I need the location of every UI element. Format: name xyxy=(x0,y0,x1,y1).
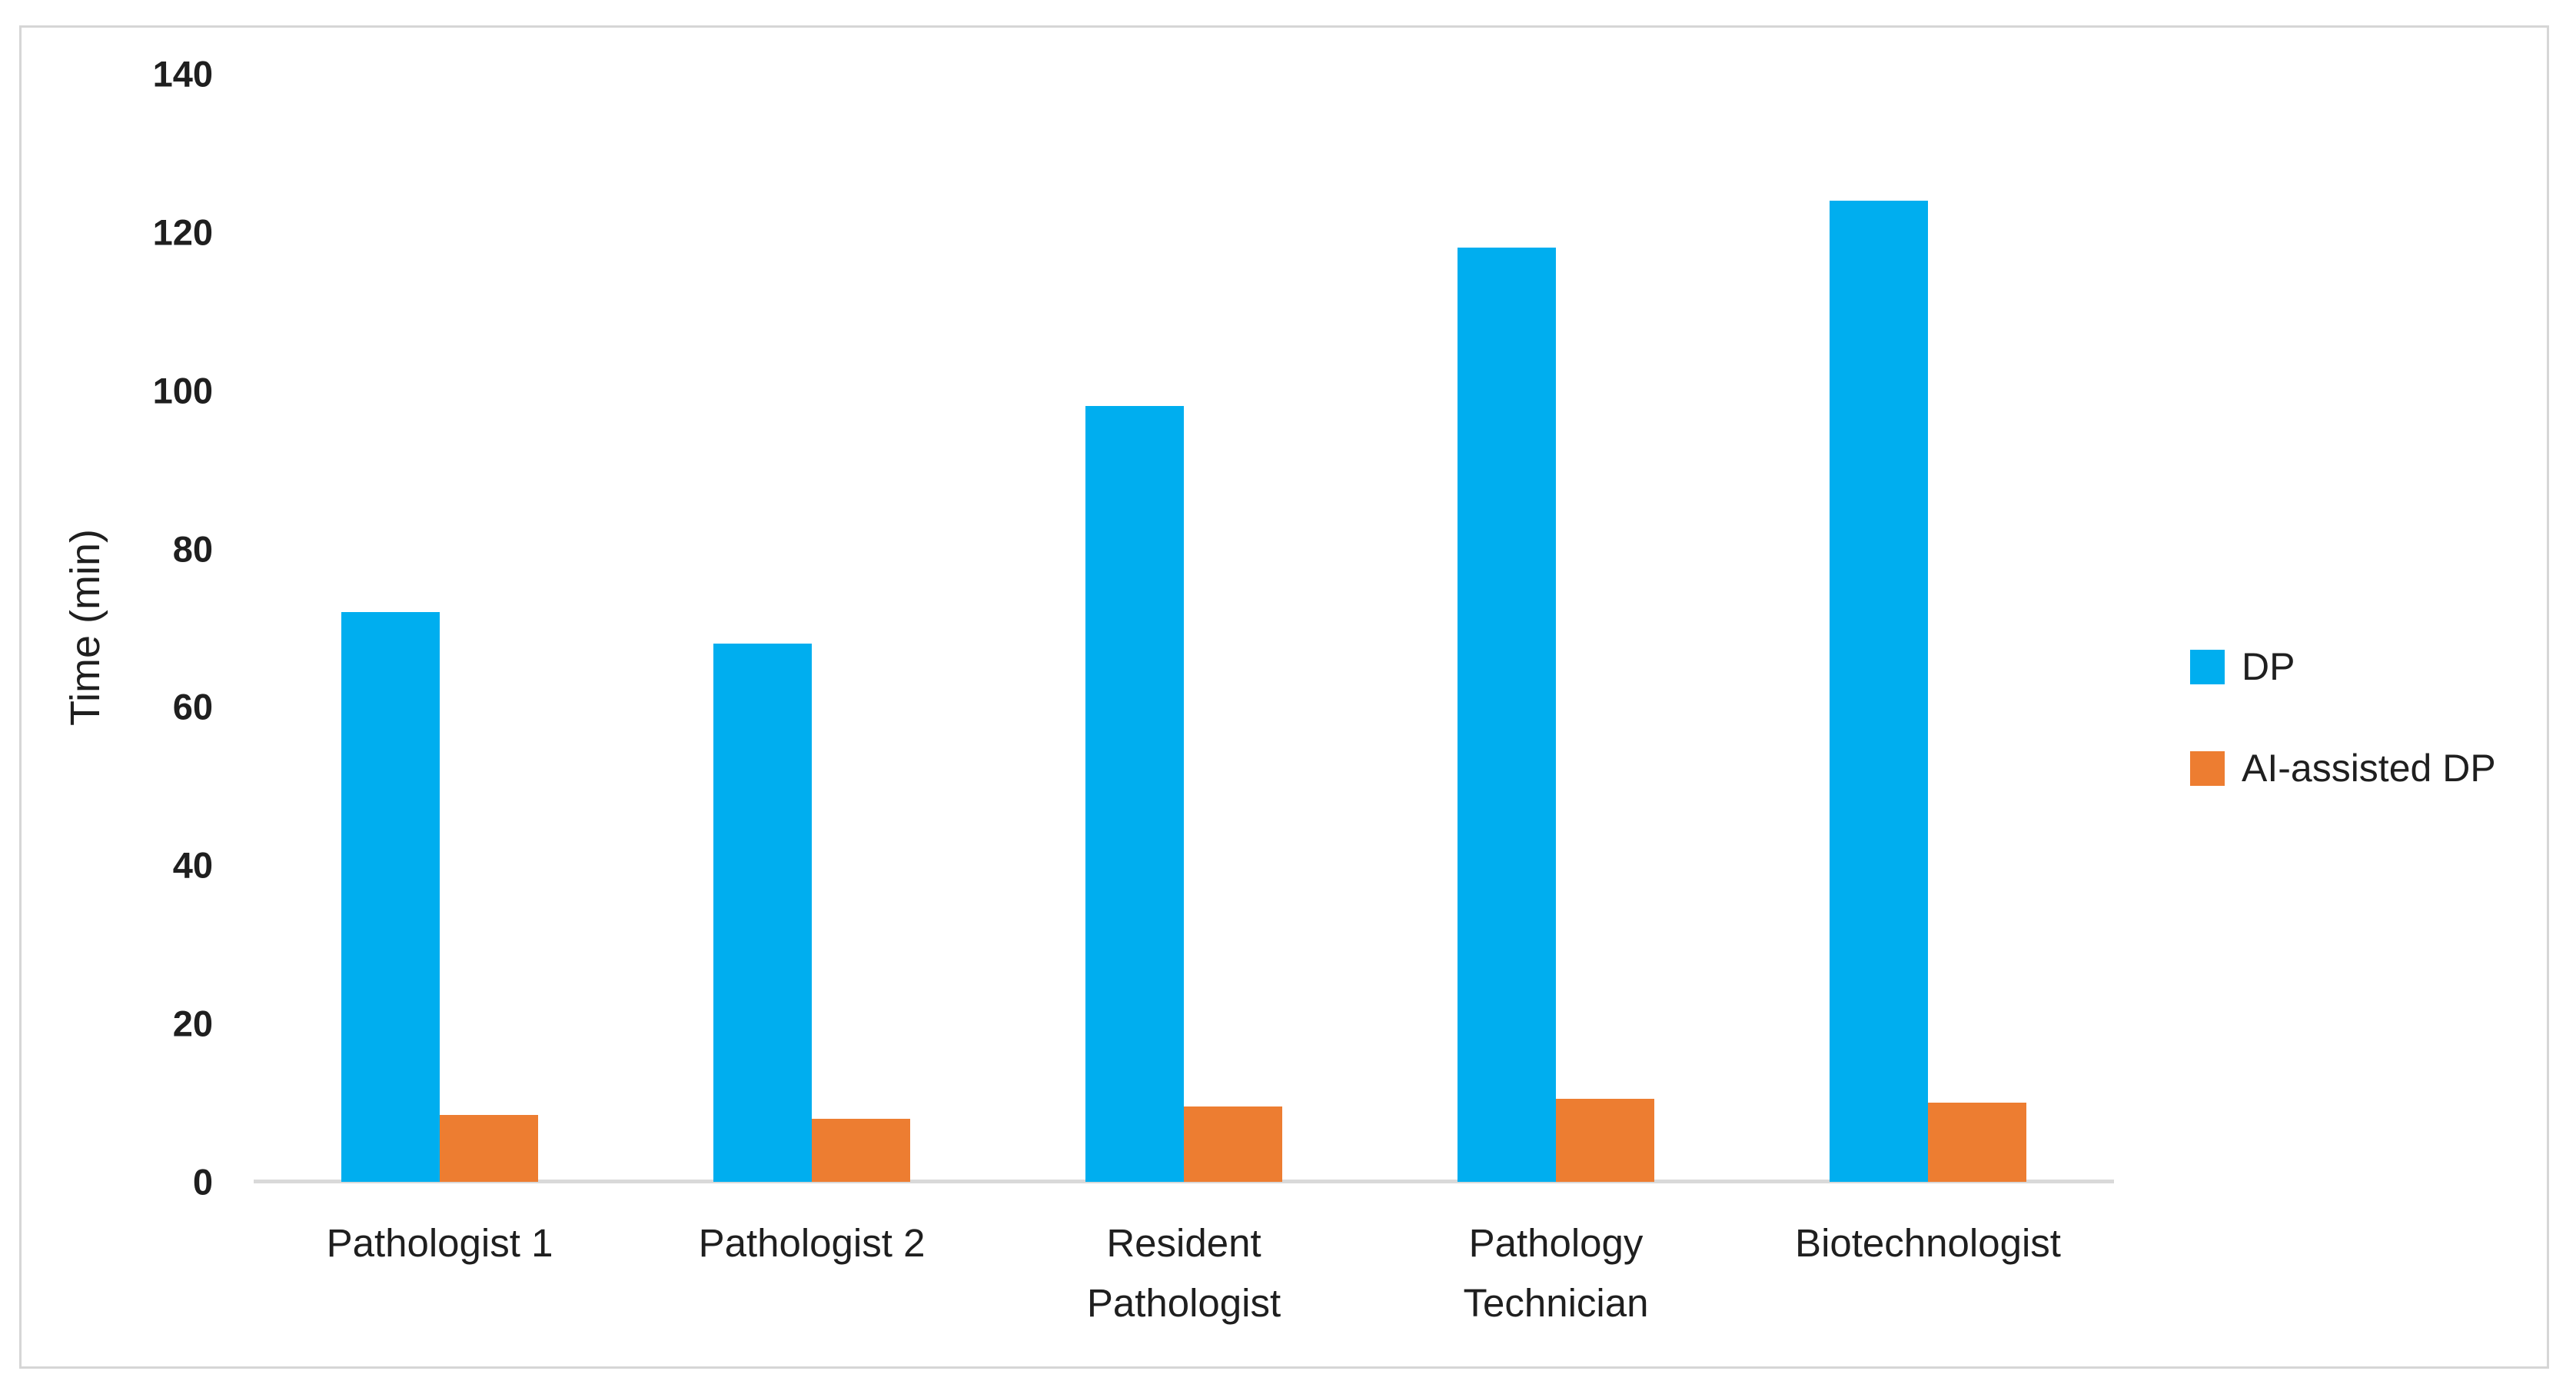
x-label-resident-pathologist: Resident Pathologist xyxy=(1086,1221,1281,1325)
bar-dp-2 xyxy=(713,644,812,1182)
plot-area xyxy=(254,74,2114,1182)
legend-item-dp: DP xyxy=(2190,645,2496,688)
y-tick-100: 100 xyxy=(152,370,213,411)
legend-swatch-dp-icon xyxy=(2190,649,2225,684)
bar-ai-assisted-dp-1 xyxy=(440,1114,538,1182)
bar-dp-4 xyxy=(1458,248,1556,1182)
x-label-pathology-technician: Pathology Technician xyxy=(1463,1221,1649,1325)
bar-group-1 xyxy=(254,74,626,1182)
legend-item-ai-assisted-dp: AI-assisted DP xyxy=(2190,747,2496,790)
y-tick-60: 60 xyxy=(172,686,213,727)
bar-group-3 xyxy=(998,74,1370,1182)
bar-group-4 xyxy=(1370,74,1742,1182)
legend-label-dp: DP xyxy=(2242,645,2295,688)
y-tick-120: 120 xyxy=(152,211,213,253)
legend: DP AI-assisted DP xyxy=(2190,645,2496,790)
bar-ai-assisted-dp-5 xyxy=(1928,1103,2026,1182)
bar-group-5 xyxy=(1742,74,2114,1182)
x-axis-labels: Pathologist 1 Pathologist 2 Resident Pat… xyxy=(254,1213,2114,1333)
legend-swatch-ai-assisted-dp-icon xyxy=(2190,750,2225,786)
y-tick-20: 20 xyxy=(172,1003,213,1044)
bar-group-2 xyxy=(626,74,998,1182)
bar-dp-3 xyxy=(1085,406,1184,1182)
y-tick-80: 80 xyxy=(172,528,213,570)
y-tick-0: 0 xyxy=(192,1161,213,1203)
legend-label-ai-assisted-dp: AI-assisted DP xyxy=(2242,747,2496,790)
y-tick-140: 140 xyxy=(152,53,213,95)
bar-dp-1 xyxy=(341,611,440,1182)
x-label-biotechnologist: Biotechnologist xyxy=(1795,1221,2061,1265)
x-label-pathologist-2: Pathologist 2 xyxy=(698,1221,926,1265)
x-label-pathologist-1: Pathologist 1 xyxy=(326,1221,553,1265)
bar-ai-assisted-dp-4 xyxy=(1556,1098,1654,1182)
bar-dp-5 xyxy=(1830,200,1928,1182)
bar-ai-assisted-dp-3 xyxy=(1184,1106,1282,1182)
bar-ai-assisted-dp-2 xyxy=(812,1118,910,1182)
y-axis-ticks: 0 20 40 60 80 100 120 140 xyxy=(69,56,213,1200)
y-tick-40: 40 xyxy=(172,844,213,886)
